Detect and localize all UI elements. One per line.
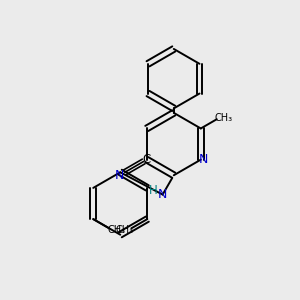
Text: N: N (199, 153, 208, 166)
Text: CH₃: CH₃ (107, 225, 125, 235)
Text: C: C (142, 154, 150, 166)
Text: H: H (149, 184, 158, 196)
Text: N: N (158, 188, 167, 201)
Text: CH₃: CH₃ (215, 113, 233, 124)
Text: CH₃: CH₃ (115, 225, 133, 235)
Text: N: N (114, 169, 124, 182)
